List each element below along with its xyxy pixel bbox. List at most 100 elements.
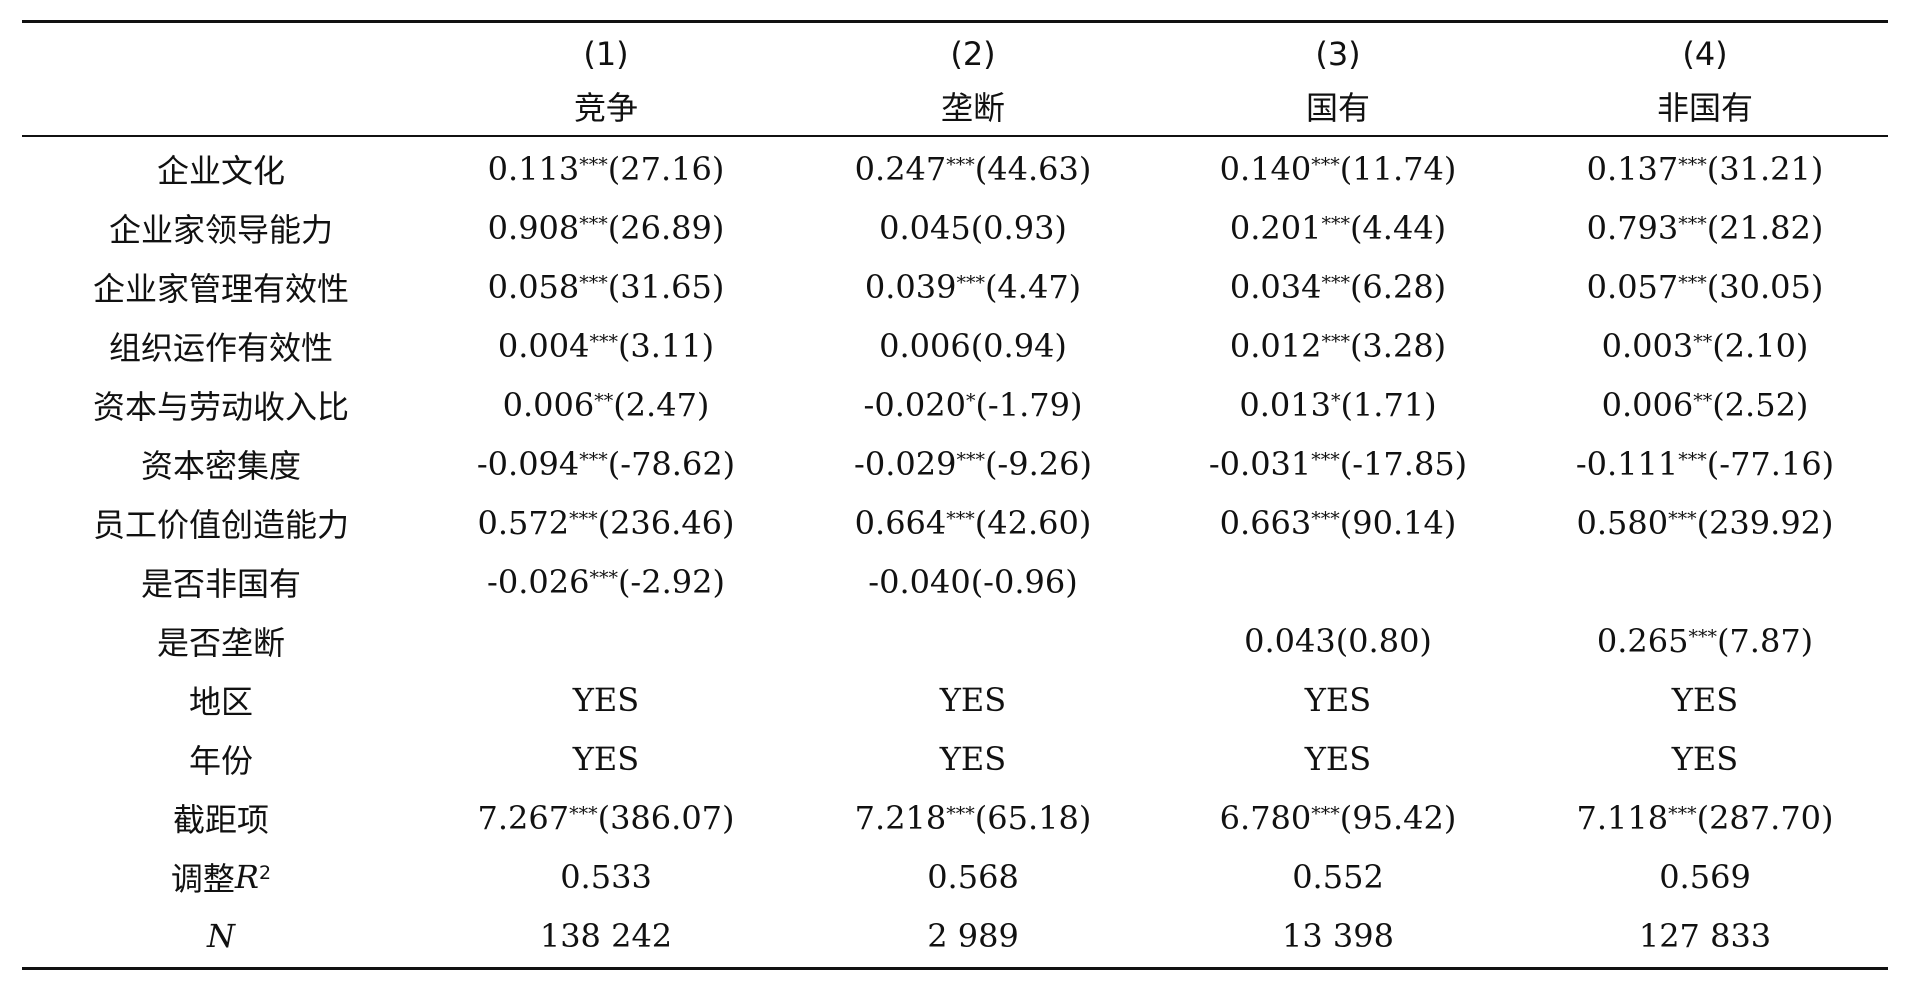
- t-statistic: (11.74): [1339, 149, 1457, 188]
- t-statistic: (287.70): [1696, 798, 1834, 837]
- table-cell: YES: [420, 670, 792, 729]
- coefficient: 0.247: [854, 149, 947, 188]
- coefficient: -0.020: [863, 385, 966, 424]
- table-cell: 0.113 *** (27.16): [487, 149, 725, 188]
- coefficient: 0.006: [1601, 385, 1694, 424]
- table-cell: -0.026 *** (-2.92): [487, 562, 725, 601]
- table-cell: [1154, 552, 1522, 611]
- coefficient: 6.780: [1219, 798, 1312, 837]
- table-cell: 0.045 (0.93): [792, 198, 1154, 257]
- table-cell: 0.664 *** (42.60): [854, 503, 1092, 542]
- coefficient: 0.004: [497, 326, 590, 365]
- table-cell: 6.780 *** (95.42): [1219, 798, 1457, 837]
- coefficient: YES: [939, 739, 1007, 778]
- coefficient: YES: [1304, 739, 1372, 778]
- coefficient: 7.218: [854, 798, 947, 837]
- coefficient: -0.040: [868, 562, 971, 601]
- coefficient: YES: [1671, 739, 1739, 778]
- column-name: 垄断: [940, 89, 1005, 127]
- table-cell: 0.137 *** (31.21): [1586, 149, 1824, 188]
- header-numbers-row: (1) (2) (3) (4): [22, 24, 1888, 83]
- t-statistic: (31.65): [607, 267, 725, 306]
- column-name: 非国有: [1656, 89, 1753, 127]
- coefficient: YES: [572, 680, 640, 719]
- table-cell: [420, 611, 792, 670]
- t-statistic: (65.18): [974, 798, 1092, 837]
- table-row: 年份 YES YES YES YES: [22, 729, 1888, 788]
- table-cell: 0.201 *** (4.44): [1229, 208, 1447, 247]
- coefficient: 7.118: [1576, 798, 1669, 837]
- column-number: (1): [583, 34, 629, 73]
- table-cell: 0.039 *** (4.47): [864, 267, 1082, 306]
- coefficient: 0.034: [1229, 267, 1322, 306]
- coefficient: 0.057: [1586, 267, 1679, 306]
- table-row: 资本密集度 -0.094 *** (-78.62) -0.029 *** (-9.26) -0…: [22, 434, 1888, 493]
- t-statistic: (2.52): [1712, 385, 1809, 424]
- coefficient: 0.013: [1239, 385, 1331, 424]
- table-cell: 7.218 *** (65.18): [854, 798, 1092, 837]
- table-row: 企业家领导能力 0.908 *** (26.89) 0.045 (0.93) 0.201 **…: [22, 198, 1888, 257]
- table-cell: [1522, 552, 1888, 611]
- table-cell: 0.012 *** (3.28): [1229, 326, 1447, 365]
- table-cell: 0.058 *** (31.65): [487, 267, 725, 306]
- coefficient: 0.572: [477, 503, 570, 542]
- column-number: (3): [1315, 34, 1361, 73]
- coefficient: 0.043: [1244, 621, 1336, 660]
- t-statistic: (3.11): [617, 326, 715, 365]
- table-cell: 2 989: [927, 916, 1019, 955]
- n-label: N: [207, 916, 235, 955]
- table-cell: 0.568: [927, 857, 1019, 896]
- table-cell: 0.034 *** (6.28): [1229, 267, 1447, 306]
- table-cell: 0.533: [560, 857, 652, 896]
- column-number: (2): [950, 34, 996, 73]
- coefficient: YES: [572, 739, 640, 778]
- coefficient: 0.793: [1586, 208, 1679, 247]
- table-cell: 0.908 *** (26.89): [487, 208, 725, 247]
- table-cell: 0.140 *** (11.74): [1219, 149, 1457, 188]
- table-row: 地区 YES YES YES YES: [22, 670, 1888, 729]
- table-cell: YES: [792, 670, 1154, 729]
- table-row: 企业家管理有效性 0.058 *** (31.65) 0.039 *** (4.47) 0.0…: [22, 257, 1888, 316]
- t-statistic: (4.44): [1349, 208, 1447, 247]
- table-cell: -0.029 *** (-9.26): [854, 444, 1092, 483]
- table-cell: 0.006 (0.94): [792, 316, 1154, 375]
- t-statistic: (7.87): [1716, 621, 1814, 660]
- column-name: 国有: [1305, 89, 1370, 127]
- header-names-row: 竞争 垄断 国有 非国有: [22, 80, 1888, 132]
- row-label: 截距项: [172, 800, 269, 839]
- table-row: 资本与劳动收入比 0.006 ** (2.47) -0.020 * (-1.79) 0.013…: [22, 375, 1888, 434]
- table-row: 是否垄断 0.043 (0.80) 0.265 *** (7.87): [22, 611, 1888, 670]
- coefficient: YES: [939, 680, 1007, 719]
- table-cell: YES: [1154, 729, 1522, 788]
- row-label: 年份: [188, 741, 253, 780]
- table-cell: -0.031 *** (-17.85): [1208, 444, 1468, 483]
- t-statistic: (239.92): [1696, 503, 1834, 542]
- coefficient: 0.012: [1229, 326, 1322, 365]
- t-statistic: (-2.92): [617, 562, 725, 601]
- table-cell: YES: [792, 729, 1154, 788]
- coefficient: 0.045: [879, 208, 971, 247]
- table-cell: 0.006 ** (2.47): [502, 385, 710, 424]
- header-stub: [22, 77, 420, 136]
- header-rule: [22, 135, 1888, 137]
- table-cell: YES: [1154, 670, 1522, 729]
- coefficient: -0.026: [487, 562, 590, 601]
- coefficient: 0.006: [502, 385, 595, 424]
- table-row: 员工价值创造能力 0.572 *** (236.46) 0.664 *** (42.60) 0…: [22, 493, 1888, 552]
- coefficient: YES: [1304, 680, 1372, 719]
- t-statistic: (2.10): [1712, 326, 1809, 365]
- t-statistic: (30.05): [1706, 267, 1824, 306]
- table-cell: 0.043 (0.80): [1154, 611, 1522, 670]
- t-statistic: (0.94): [970, 326, 1067, 365]
- row-label: 是否垄断: [156, 623, 285, 662]
- table-cell: 0.580 *** (239.92): [1576, 503, 1834, 542]
- coefficient: -0.111: [1575, 444, 1679, 483]
- row-label: 资本与劳动收入比: [92, 387, 349, 426]
- table-cell: 127 833: [1638, 916, 1772, 955]
- r2-label-var: R: [234, 857, 259, 896]
- table-cell: -0.040 (-0.96): [792, 552, 1154, 611]
- row-label: 资本密集度: [140, 446, 301, 485]
- coefficient: -0.094: [476, 444, 580, 483]
